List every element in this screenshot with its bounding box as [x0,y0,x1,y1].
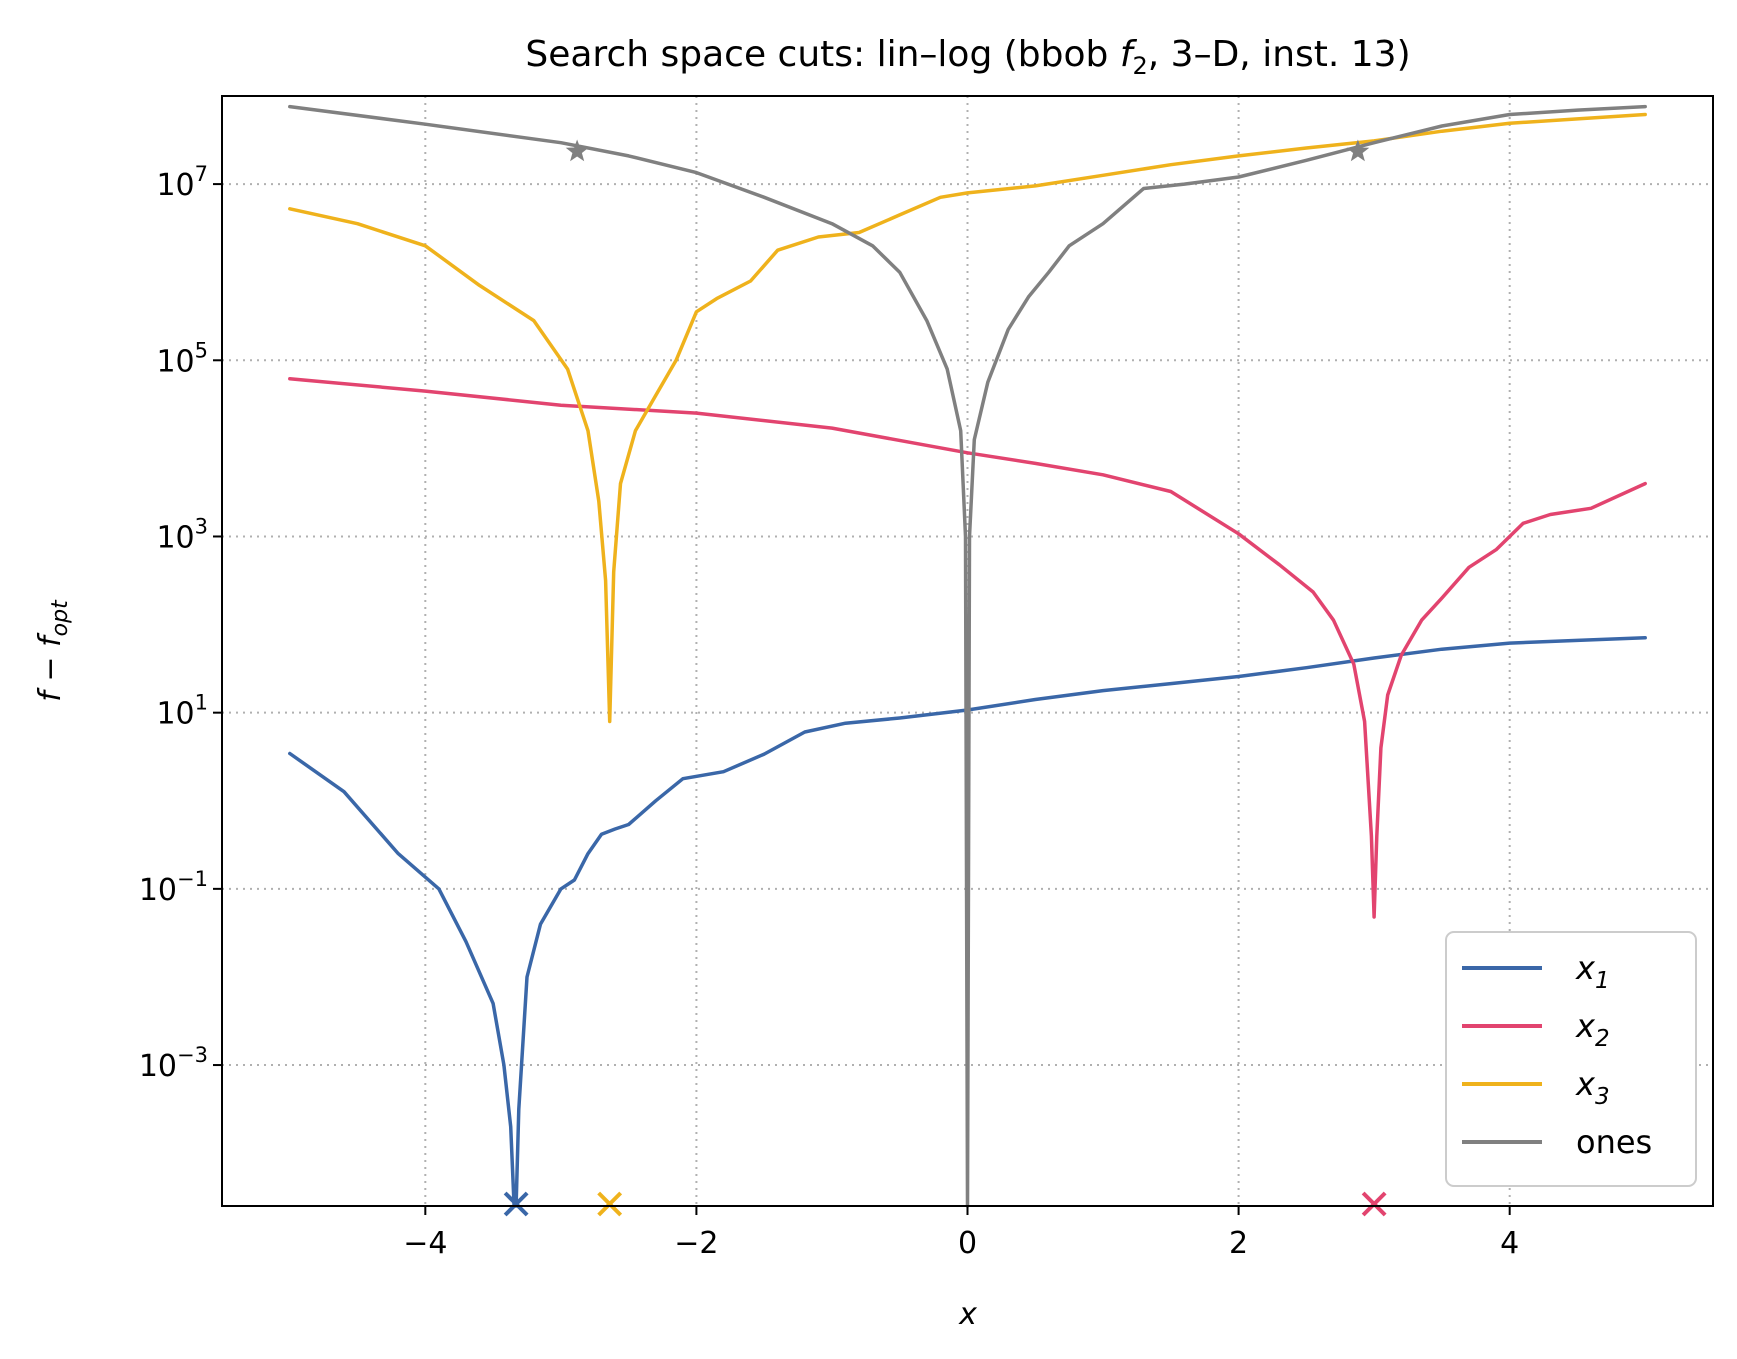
x-tick-label: 2 [1229,1226,1248,1261]
x-tick-label: −4 [403,1226,447,1261]
y-tick-label: 103 [156,514,208,555]
y-tick-label: 10−1 [139,867,208,908]
series-line-ones [288,104,1647,1208]
minimum-marker-x3 [597,1191,623,1217]
y-tick-label: 101 [156,691,208,732]
y-tick-label: 107 [156,162,208,203]
legend-label-ones: ones [1576,1123,1652,1161]
x-axis-label: x [958,1297,977,1332]
plot-lines [288,104,1647,1208]
x-tick-label: −2 [674,1226,718,1261]
y-axis-ticks: 107 105 103 101 10−1 10−3 [139,162,222,1084]
plot-markers [503,139,1387,1217]
star-marker-ones [565,139,589,162]
legend-label-x3: x3 [1575,1065,1610,1110]
series-line-x3 [288,112,1647,724]
series-line-x2 [288,377,1647,919]
x-axis-ticks: −4 −2 0 2 4 [403,1206,1519,1261]
minimum-marker-x2 [1361,1191,1387,1217]
legend-label-x1: x1 [1575,949,1610,994]
y-tick-label: 105 [156,338,208,379]
y-tick-label: 10−3 [139,1043,208,1084]
star-marker-ones [1346,139,1370,162]
series-line-x1 [288,636,1647,1208]
x-tick-label: 0 [958,1226,977,1261]
chart-title: Search space cuts: lin–log (bbob f2, 3–D… [525,34,1410,80]
legend-box [1445,931,1697,1187]
legend-label-x2: x2 [1575,1007,1610,1052]
minimum-marker-x1 [503,1191,529,1217]
x-tick-label: 4 [1500,1226,1519,1261]
y-axis-label: f − fopt [33,599,73,702]
legend: x1 x2 x3 ones [1445,931,1697,1187]
